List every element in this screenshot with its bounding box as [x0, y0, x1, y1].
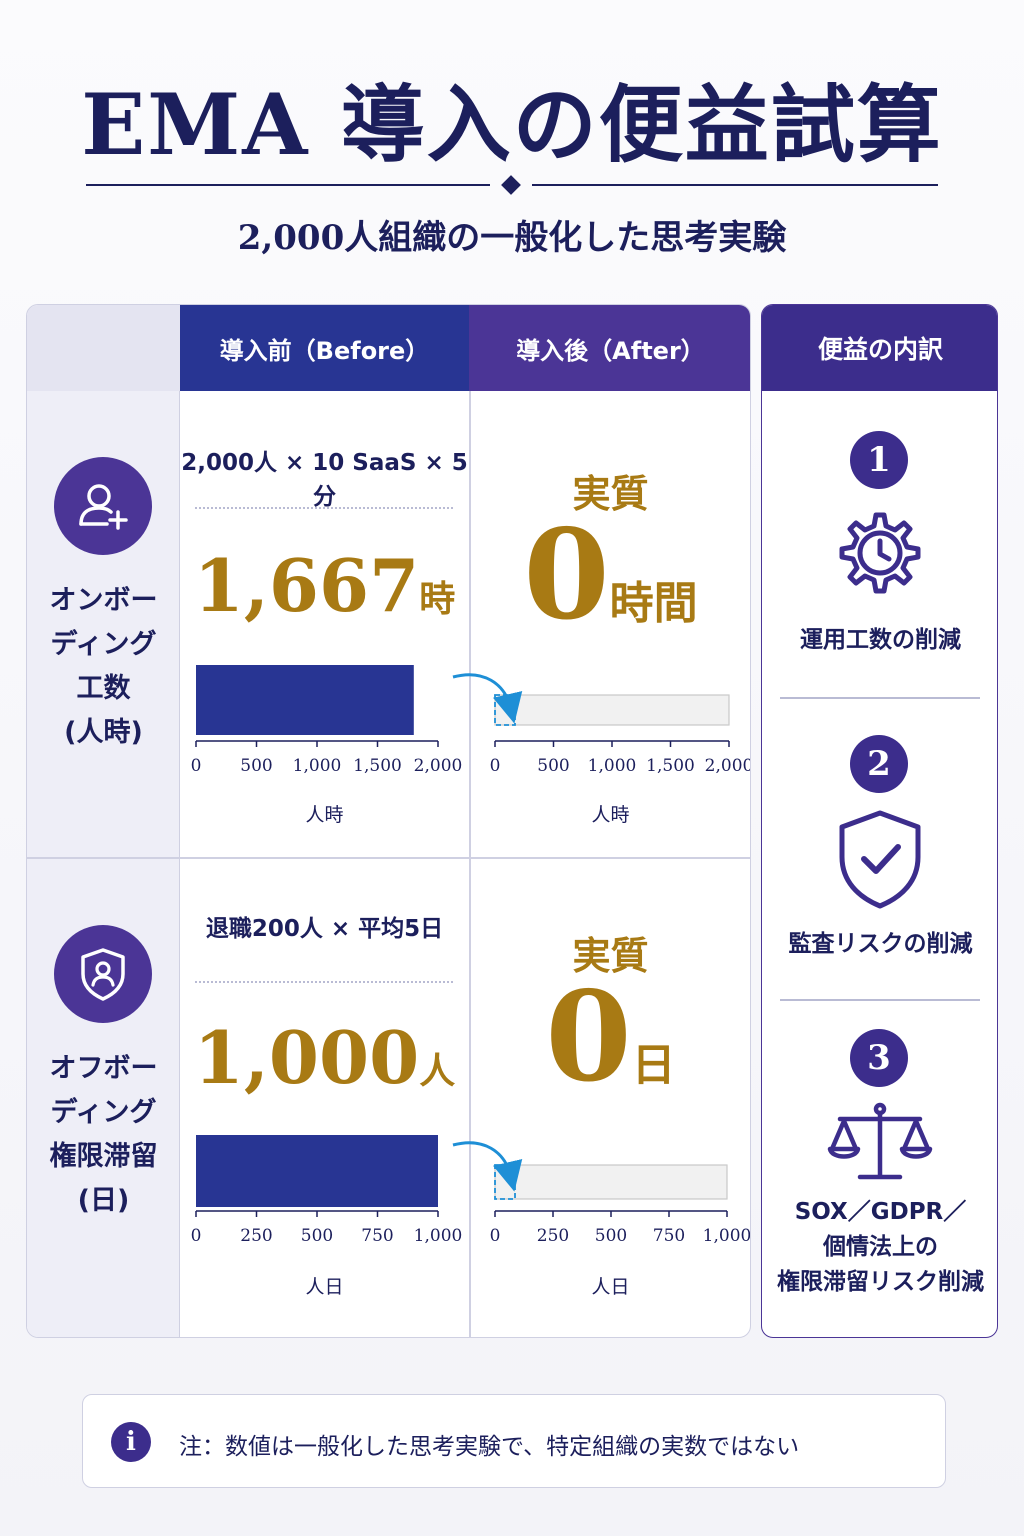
- comparison-table: 導入前（Before） 導入後（After） オンボー ディング 工数 (人時)…: [26, 304, 751, 1338]
- tick-label: 2,000: [705, 756, 751, 776]
- transition-arrow-icon: [452, 1141, 523, 1192]
- tick-label: 500: [301, 1226, 333, 1246]
- benefit-separator: [780, 697, 980, 699]
- tick-label: 250: [537, 1226, 569, 1246]
- onboarding-before-bar-chart: 0 500 1,000 1,500 2,000: [191, 665, 463, 776]
- tick-label: 500: [240, 756, 272, 776]
- header-after: 導入後（After）: [469, 305, 750, 391]
- benefit-text-1: 運用工数の削減: [800, 627, 961, 653]
- benefit-number-1: 1: [850, 431, 908, 489]
- tick-label: 1,500: [646, 756, 695, 776]
- tick-label: 750: [361, 1226, 393, 1246]
- tick-label: 1,500: [353, 756, 402, 776]
- bar-track: [494, 694, 730, 726]
- tick-label: 1,000: [293, 756, 342, 776]
- scales-icon: [827, 1102, 933, 1180]
- bar-track: [494, 1164, 728, 1200]
- bar-before: [196, 665, 414, 735]
- transition-arrow-icon: [452, 673, 523, 724]
- offboarding-after-bar-chart: 0 250 500 750 1,000: [490, 1164, 751, 1246]
- benefit-text-3: SOX／GDPR／ 個情法上の 権限滞留リスク削減: [777, 1199, 984, 1295]
- after-value-number: 0: [545, 965, 632, 1110]
- column-divider: [469, 391, 471, 1337]
- bar-before: [196, 1135, 438, 1207]
- after-prefix-offboarding: 実質: [572, 934, 649, 978]
- axis-unit-after-offboarding: 人日: [591, 1276, 630, 1298]
- footnote-text: 注：数値は一般化した思考実験で、特定組織の実数ではない: [179, 1434, 800, 1460]
- row-label-offboarding: オフボー ディング 権限滞留 (日): [49, 1053, 158, 1216]
- after-value-onboarding: 0時間: [469, 511, 750, 669]
- title-rule-right: [532, 184, 938, 186]
- axis-unit-before-onboarding: 人時: [305, 804, 344, 826]
- tick-label: 0: [191, 1226, 202, 1246]
- tick-label: 0: [490, 756, 501, 776]
- dotted-separator: [195, 507, 453, 509]
- after-prefix-onboarding: 実質: [572, 472, 649, 516]
- before-value-number: 1,000: [193, 1015, 420, 1100]
- benefit-text-2: 監査リスクの削減: [788, 931, 973, 957]
- tick-label: 1,000: [588, 756, 637, 776]
- after-value-number: 0: [523, 503, 610, 648]
- tick-label: 500: [537, 756, 569, 776]
- gear-clock-icon: [839, 512, 921, 594]
- tick-label: 1,000: [703, 1226, 751, 1246]
- after-value-unit: 日: [631, 1040, 676, 1091]
- footnote-box: i 注：数値は一般化した思考実験で、特定組織の実数ではない: [82, 1394, 946, 1488]
- before-value-number: 1,667: [193, 543, 420, 628]
- after-value-unit: 時間: [609, 578, 698, 629]
- benefits-panel: 便益の内訳 1 運用工数の削減 2 監査リスクの削減 3 SOX／GDPR／ 個…: [761, 304, 998, 1338]
- tick-label: 1,000: [414, 1226, 463, 1246]
- row-label-onboarding: オンボー ディング 工数 (人時): [49, 585, 158, 748]
- row-divider: [27, 857, 750, 859]
- tick-label: 750: [653, 1226, 685, 1246]
- tick-label: 0: [490, 1226, 501, 1246]
- tick-label: 500: [595, 1226, 627, 1246]
- user-add-icon: [54, 457, 152, 555]
- benefit-separator: [780, 999, 980, 1001]
- header-blank-cell: [27, 305, 180, 391]
- benefit-number-2: 2: [850, 735, 908, 793]
- dotted-separator: [195, 981, 453, 983]
- before-formula-offboarding: 退職200人 × 平均5日: [205, 916, 444, 942]
- info-icon: i: [111, 1422, 151, 1462]
- header-before: 導入前（Before）: [180, 305, 469, 391]
- onboarding-after-bar-chart: 0 500 1,000 1,500 2,000: [490, 694, 751, 776]
- offboarding-before-bar-chart: 0 250 500 750 1,000: [191, 1135, 463, 1246]
- shield-check-icon: [839, 810, 921, 909]
- title-rule-left: [86, 184, 490, 186]
- page-title: EMA 導入の便益試算: [81, 75, 943, 174]
- tick-label: 2,000: [414, 756, 463, 776]
- benefits-header: 便益の内訳: [762, 305, 997, 391]
- page-subtitle: 2,000人組織の一般化した思考実験: [237, 218, 787, 258]
- after-value-offboarding: 0日: [469, 973, 750, 1131]
- tick-label: 0: [191, 756, 202, 776]
- shield-user-icon: [54, 925, 152, 1023]
- before-formula-onboarding: 2,000人 × 10 SaaS × 5分: [181, 450, 468, 510]
- benefit-number-3: 3: [850, 1029, 908, 1087]
- tick-label: 250: [240, 1226, 272, 1246]
- axis-unit-before-offboarding: 人日: [305, 1276, 344, 1298]
- axis-unit-after-onboarding: 人時: [591, 804, 630, 826]
